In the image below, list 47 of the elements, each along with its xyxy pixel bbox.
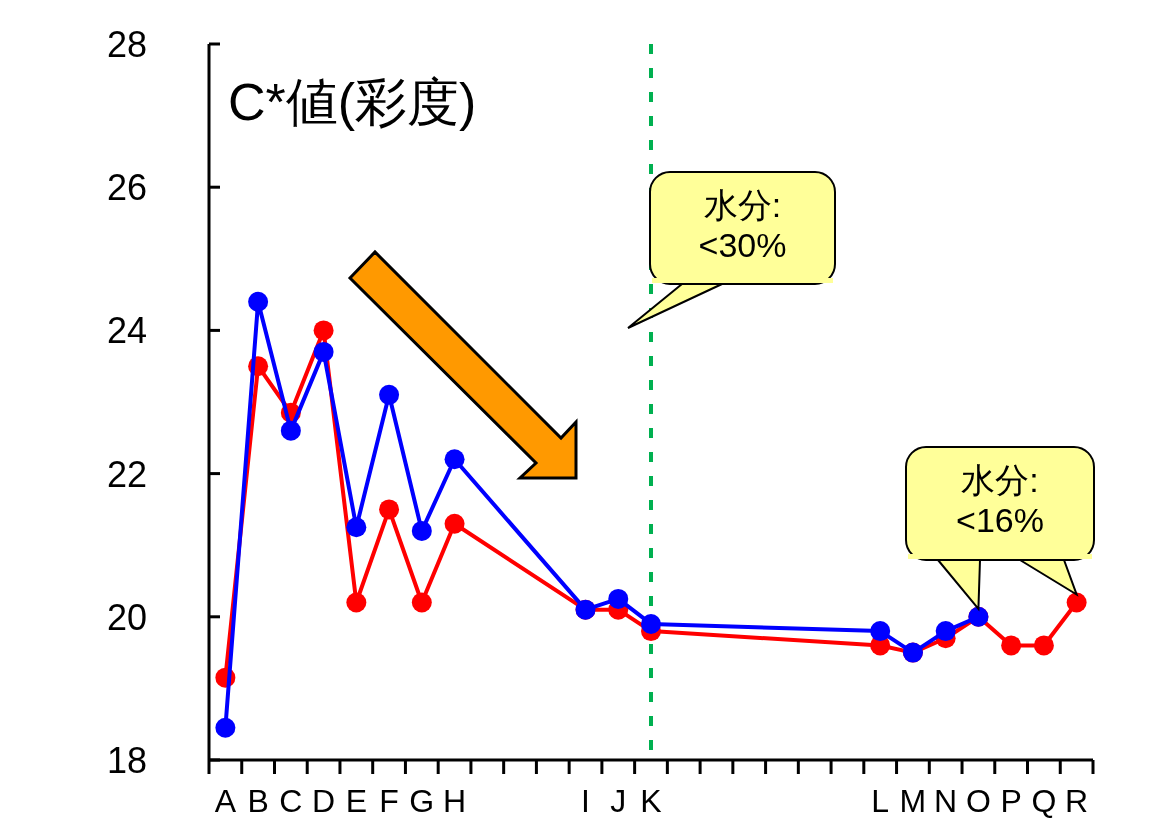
- y-tick-label: 24: [106, 310, 147, 352]
- annotation: 水分: <30%: [698, 186, 787, 264]
- point: [346, 517, 367, 538]
- point: [641, 613, 661, 634]
- x-tick-label: C: [279, 783, 303, 819]
- x-tick-label: O: [965, 783, 991, 819]
- point: [411, 520, 432, 541]
- point: [379, 384, 400, 405]
- point: [313, 320, 334, 341]
- point: [444, 513, 465, 534]
- x-tick-label: R: [1065, 783, 1089, 819]
- x-tick-label: L: [871, 783, 890, 819]
- x-tick-label: J: [610, 783, 627, 819]
- point: [313, 341, 334, 362]
- point: [215, 717, 236, 738]
- point: [379, 499, 400, 520]
- point: [444, 449, 465, 470]
- x-tick-label: B: [247, 783, 269, 819]
- x-tick-label: K: [640, 783, 662, 819]
- point: [608, 588, 629, 609]
- text: C*値(彩度): [228, 73, 477, 131]
- y-tick-label: 28: [106, 24, 147, 65]
- x-tick-label: Q: [1031, 783, 1057, 819]
- point: [411, 592, 432, 613]
- y-tick-label: 22: [106, 453, 147, 495]
- point: [935, 621, 956, 642]
- y-tick-label: 18: [106, 740, 147, 781]
- point: [280, 420, 301, 441]
- x-tick-label: N: [934, 783, 958, 819]
- x-tick-label: P: [1000, 783, 1022, 819]
- x-tick-label: I: [581, 783, 590, 819]
- y-tick-label: 20: [106, 596, 147, 638]
- x-tick-label: G: [409, 783, 435, 819]
- point: [1066, 592, 1087, 613]
- point: [248, 291, 269, 312]
- x-tick-label: E: [345, 783, 368, 819]
- point: [1001, 635, 1022, 656]
- annotation: 水分: <16%: [956, 461, 1044, 539]
- point: [1033, 635, 1054, 656]
- x-tick-label: A: [214, 783, 237, 819]
- x-tick-label: D: [312, 783, 336, 819]
- y-tick-label: 26: [106, 167, 147, 209]
- x-tick-label: M: [899, 783, 927, 819]
- point: [870, 621, 891, 642]
- x-tick-label: F: [379, 783, 399, 819]
- point: [346, 592, 367, 613]
- x-tick-label: H: [443, 783, 467, 819]
